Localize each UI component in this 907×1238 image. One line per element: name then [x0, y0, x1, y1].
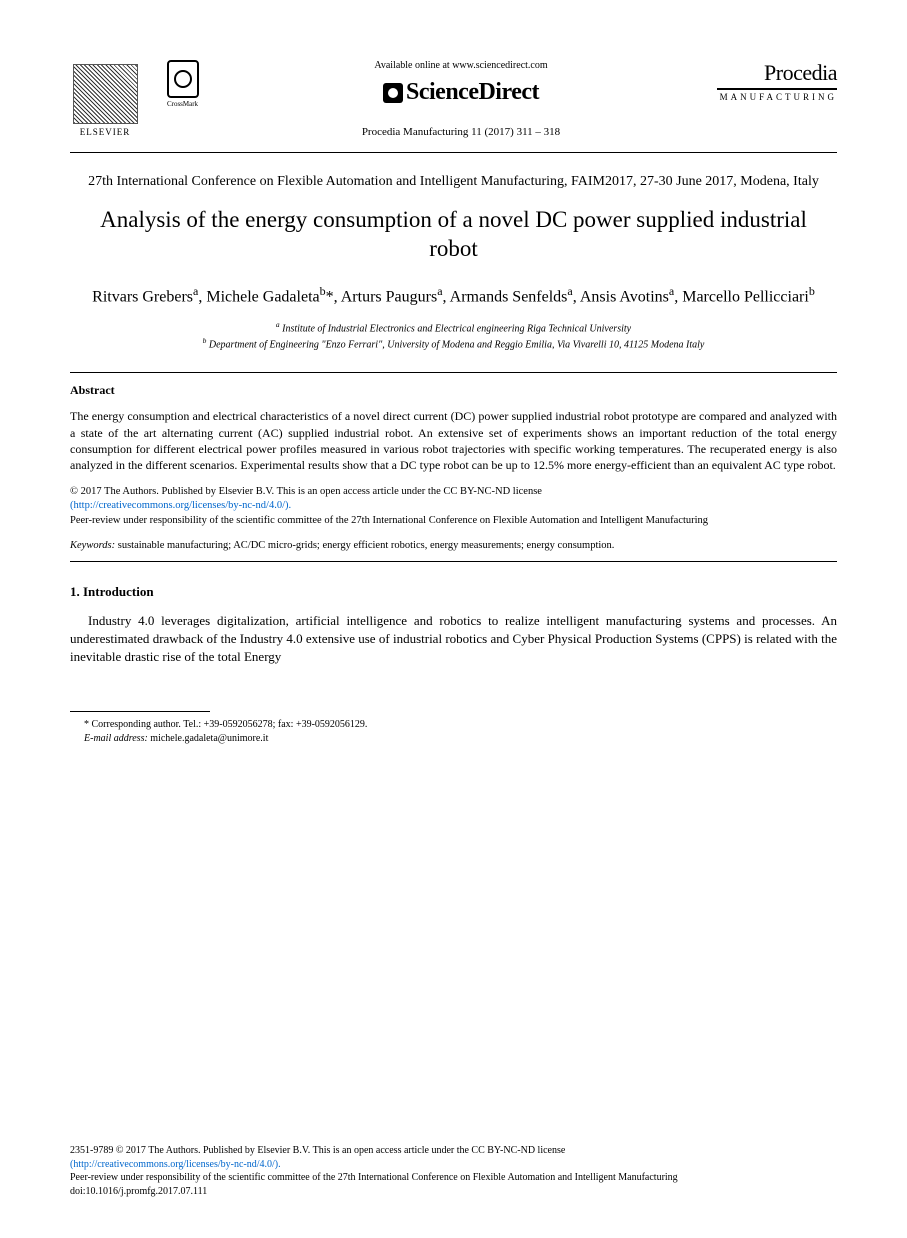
conference-info: 27th International Conference on Flexibl… — [70, 173, 837, 191]
header-row: ELSEVIER CrossMark Available online at w… — [70, 60, 837, 140]
manufacturing-text: MANUFACTURING — [717, 88, 837, 102]
footer-peer-review: Peer-review under responsibility of the … — [70, 1172, 678, 1183]
available-online-text: Available online at www.sciencedirect.co… — [225, 60, 697, 71]
footer-license-link[interactable]: (http://creativecommons.org/licenses/by-… — [70, 1159, 281, 1170]
sciencedirect-logo: ScienceDirect — [225, 79, 697, 106]
footer-doi: doi:10.1016/j.promfg.2017.07.111 — [70, 1186, 207, 1197]
keywords-text: sustainable manufacturing; AC/DC micro-g… — [115, 540, 614, 551]
footnote-separator — [70, 711, 210, 712]
copyright-block: © 2017 The Authors. Published by Elsevie… — [70, 485, 837, 528]
abstract-heading: Abstract — [70, 383, 837, 398]
peer-review-text: Peer-review under responsibility of the … — [70, 515, 708, 526]
email-label: E-mail address: — [84, 733, 148, 744]
footer-issn: 2351-9789 © 2017 The Authors. Published … — [70, 1145, 565, 1156]
procedia-text: Procedia — [717, 60, 837, 86]
procedia-logo: Procedia MANUFACTURING — [717, 60, 837, 102]
corresponding-author-line: * Corresponding author. Tel.: +39-059205… — [84, 718, 837, 732]
elsevier-label: ELSEVIER — [80, 127, 131, 137]
keywords-line: Keywords: sustainable manufacturing; AC/… — [70, 540, 837, 551]
abstract-top-divider — [70, 372, 837, 373]
email-line: E-mail address: michele.gadaleta@unimore… — [84, 732, 837, 746]
corresponding-author-footnote: * Corresponding author. Tel.: +39-059205… — [70, 718, 837, 746]
license-link[interactable]: (http://creativecommons.org/licenses/by-… — [70, 500, 291, 511]
elsevier-logo: ELSEVIER — [70, 60, 140, 140]
sciencedirect-icon — [383, 83, 403, 103]
crossmark-icon — [167, 60, 199, 98]
paper-title: Analysis of the energy consumption of a … — [70, 206, 837, 264]
introduction-heading: 1. Introduction — [70, 584, 837, 600]
authors-list: Ritvars Grebersa, Michele Gadaletab*, Ar… — [70, 284, 837, 308]
journal-reference: Procedia Manufacturing 11 (2017) 311 – 3… — [225, 126, 697, 138]
introduction-paragraph: Industry 4.0 leverages digitalization, a… — [70, 612, 837, 667]
affiliation-a: a Institute of Industrial Electronics an… — [70, 320, 837, 336]
keywords-label: Keywords: — [70, 540, 115, 551]
affiliation-b: b Department of Engineering "Enzo Ferrar… — [70, 336, 837, 352]
abstract-bottom-divider — [70, 561, 837, 562]
left-logos: ELSEVIER CrossMark — [70, 60, 205, 140]
sciencedirect-text: ScienceDirect — [406, 79, 539, 105]
elsevier-tree-icon — [73, 64, 138, 124]
header-divider — [70, 152, 837, 153]
header-center: Available online at www.sciencedirect.co… — [205, 60, 717, 138]
email-address: michele.gadaleta@unimore.it — [148, 733, 269, 744]
affiliations: a Institute of Industrial Electronics an… — [70, 320, 837, 353]
crossmark-badge[interactable]: CrossMark — [160, 60, 205, 108]
crossmark-label: CrossMark — [167, 100, 198, 108]
copyright-line1: © 2017 The Authors. Published by Elsevie… — [70, 486, 542, 497]
page-footer: 2351-9789 © 2017 The Authors. Published … — [70, 1144, 837, 1198]
abstract-text: The energy consumption and electrical ch… — [70, 408, 837, 473]
